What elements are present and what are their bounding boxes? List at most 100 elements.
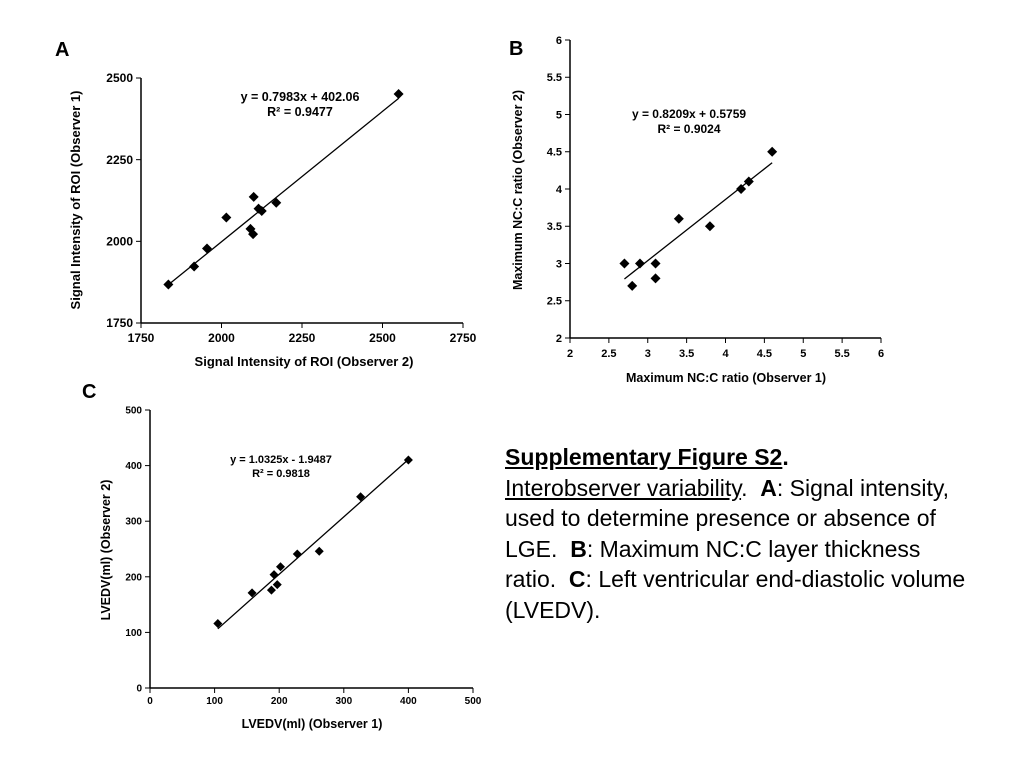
panel-b-x-tick-label: 3 <box>645 348 651 360</box>
panel-a-data-point <box>248 191 259 202</box>
panel-c-x-tick-label: 200 <box>271 696 288 707</box>
panel-b-y-tick-label: 3.5 <box>547 221 562 233</box>
panel-c-data-point <box>213 619 223 629</box>
caption-a-label: A <box>760 474 777 501</box>
panel-c-data-point <box>356 492 366 502</box>
panel-c-x-axis-label: LVEDV(ml) (Observer 1) <box>242 717 383 731</box>
panel-a-data-point <box>271 197 282 208</box>
panel-b-y-axis-label: Maximum NC:C ratio (Observer 2) <box>511 90 525 290</box>
panel-a-x-tick-label: 2500 <box>369 331 396 345</box>
panel-b-y-tick-label: 2 <box>556 333 562 345</box>
panel-b-data-point <box>627 280 638 291</box>
panel-c-label: C <box>82 381 96 403</box>
panel-b-x-tick-label: 5 <box>800 348 806 360</box>
panel-c-x-tick-label: 300 <box>335 696 352 707</box>
panel-c-y-tick-label: 0 <box>136 684 142 695</box>
panel-b-data-point <box>634 258 645 269</box>
panel-a-y-tick-label: 2500 <box>106 71 133 85</box>
panel-b-y-tick-label: 4 <box>556 184 563 196</box>
panel-a-y-tick-label: 1750 <box>106 316 133 330</box>
panel-b-y-tick-label: 2.5 <box>547 296 562 308</box>
panel-b-data-point <box>650 273 661 284</box>
panel-b-x-tick-label: 6 <box>878 348 884 360</box>
panel-b-data-point <box>650 258 661 269</box>
panel-a-x-tick-label: 1750 <box>128 331 155 345</box>
panel-c-data-point <box>247 588 257 598</box>
caption-b-text: : Maximum NC:C layer thickness ratio. <box>505 535 921 593</box>
panel-a-data-point <box>189 261 200 272</box>
panel-b-equation: y = 0.8209x + 0.5759 <box>632 107 746 121</box>
panel-c-y-tick-label: 400 <box>125 461 142 472</box>
caption-b-label: B <box>570 535 587 562</box>
panel-b-y-tick-label: 5 <box>556 109 562 121</box>
panel-b-x-tick-label: 2.5 <box>601 348 616 360</box>
panel-c-y-tick-label: 500 <box>125 406 142 417</box>
caption-c-text: : Left ventricular end-diastolic volume … <box>505 566 966 623</box>
panel-c-data-point <box>269 570 279 580</box>
caption-c-label: C <box>568 566 586 592</box>
panel-a-x-axis-label: Signal Intensity of ROI (Observer 2) <box>195 354 414 369</box>
panel-c-y-tick-label: 100 <box>125 628 142 639</box>
panel-b-data-point <box>619 258 630 269</box>
panel-b-x-tick-label: 5.5 <box>834 348 849 360</box>
panel-c-equation: y = 1.0325x - 1.9487 <box>230 454 332 466</box>
panel-b-data-point <box>743 176 754 187</box>
panel-b-label: B <box>509 38 523 60</box>
panel-b-x-tick-label: 4 <box>722 348 729 360</box>
panel-c-trendline <box>217 458 409 630</box>
panel-b-x-tick-label: 3.5 <box>679 348 694 360</box>
panel-b-data-point <box>673 213 684 224</box>
panel-c-x-tick-label: 0 <box>147 696 153 707</box>
caption-title: Supplementary Figure S2 <box>505 444 783 470</box>
panel-b-y-tick-label: 4.5 <box>547 147 562 159</box>
panel-c-data-point <box>314 546 324 556</box>
panel-b-y-tick-label: 6 <box>556 35 562 47</box>
panel-c-data-point <box>292 549 302 559</box>
panel-b-r2: R² = 0.9024 <box>657 122 720 136</box>
caption-subtitle: Interobserver variability <box>505 474 742 501</box>
panel-b-data-point <box>704 221 715 232</box>
panel-a-x-tick-label: 2000 <box>208 331 235 345</box>
panel-a-equation: y = 0.7983x + 402.06 <box>241 90 360 104</box>
panel-a-x-tick-label: 2250 <box>289 331 316 345</box>
panel-a-data-point <box>163 279 174 290</box>
panel-a-x-tick-label: 2750 <box>450 331 477 345</box>
panel-a-y-axis-label: Signal Intensity of ROI (Observer 1) <box>68 91 83 310</box>
caption-subtitle-end: . <box>741 474 748 501</box>
panel-a-data-point <box>248 229 259 240</box>
panel-c-data-point <box>403 455 413 465</box>
panel-a-data-point <box>393 89 404 100</box>
panel-a-trendline <box>167 97 400 286</box>
panel-a: A y = 0.7983x + 402.06 R² = 0.9477 Signa… <box>55 39 477 369</box>
panel-c-data-point <box>275 562 285 572</box>
panel-a-data-point <box>202 243 213 254</box>
panel-b-x-tick-label: 2 <box>567 348 573 360</box>
panel-a-label: A <box>55 39 69 61</box>
panel-c-x-tick-label: 100 <box>206 696 223 707</box>
panel-b-y-tick-label: 3 <box>556 258 562 270</box>
panel-c-x-tick-label: 400 <box>400 696 417 707</box>
figure-caption: Supplementary Figure S2. Interobserver v… <box>505 442 975 625</box>
panel-a-y-tick-label: 2250 <box>106 153 133 167</box>
panel-c: C y = 1.0325x - 1.9487 R² = 0.9818 LVEDV… <box>82 381 482 731</box>
panel-c-y-tick-label: 200 <box>125 572 142 583</box>
panel-c-r2: R² = 0.9818 <box>252 468 310 480</box>
panel-b-y-tick-label: 5.5 <box>547 72 562 84</box>
caption-title-end: . <box>782 444 789 470</box>
panel-c-data-point <box>266 585 276 595</box>
panel-c-y-axis-label: LVEDV(ml) (Observer 2) <box>99 480 113 621</box>
panel-b-x-tick-label: 4.5 <box>757 348 772 360</box>
panel-a-r2: R² = 0.9477 <box>267 105 333 119</box>
caption-a-text: : Signal intensity, used to determine pr… <box>505 474 950 562</box>
panel-a-data-point <box>221 212 232 223</box>
panel-b-x-axis-label: Maximum NC:C ratio (Observer 1) <box>626 371 826 385</box>
panel-b-data-point <box>767 146 778 157</box>
panel-b: B y = 0.8209x + 0.5759 R² = 0.9024 Maxim… <box>509 35 884 385</box>
panel-c-data-point <box>272 580 282 590</box>
panel-b-data-point <box>736 184 747 194</box>
panel-c-x-tick-label: 500 <box>465 696 482 707</box>
panel-a-y-tick-label: 2000 <box>106 235 133 249</box>
panel-a-data-point <box>256 205 267 216</box>
panel-c-y-tick-label: 300 <box>125 517 142 528</box>
